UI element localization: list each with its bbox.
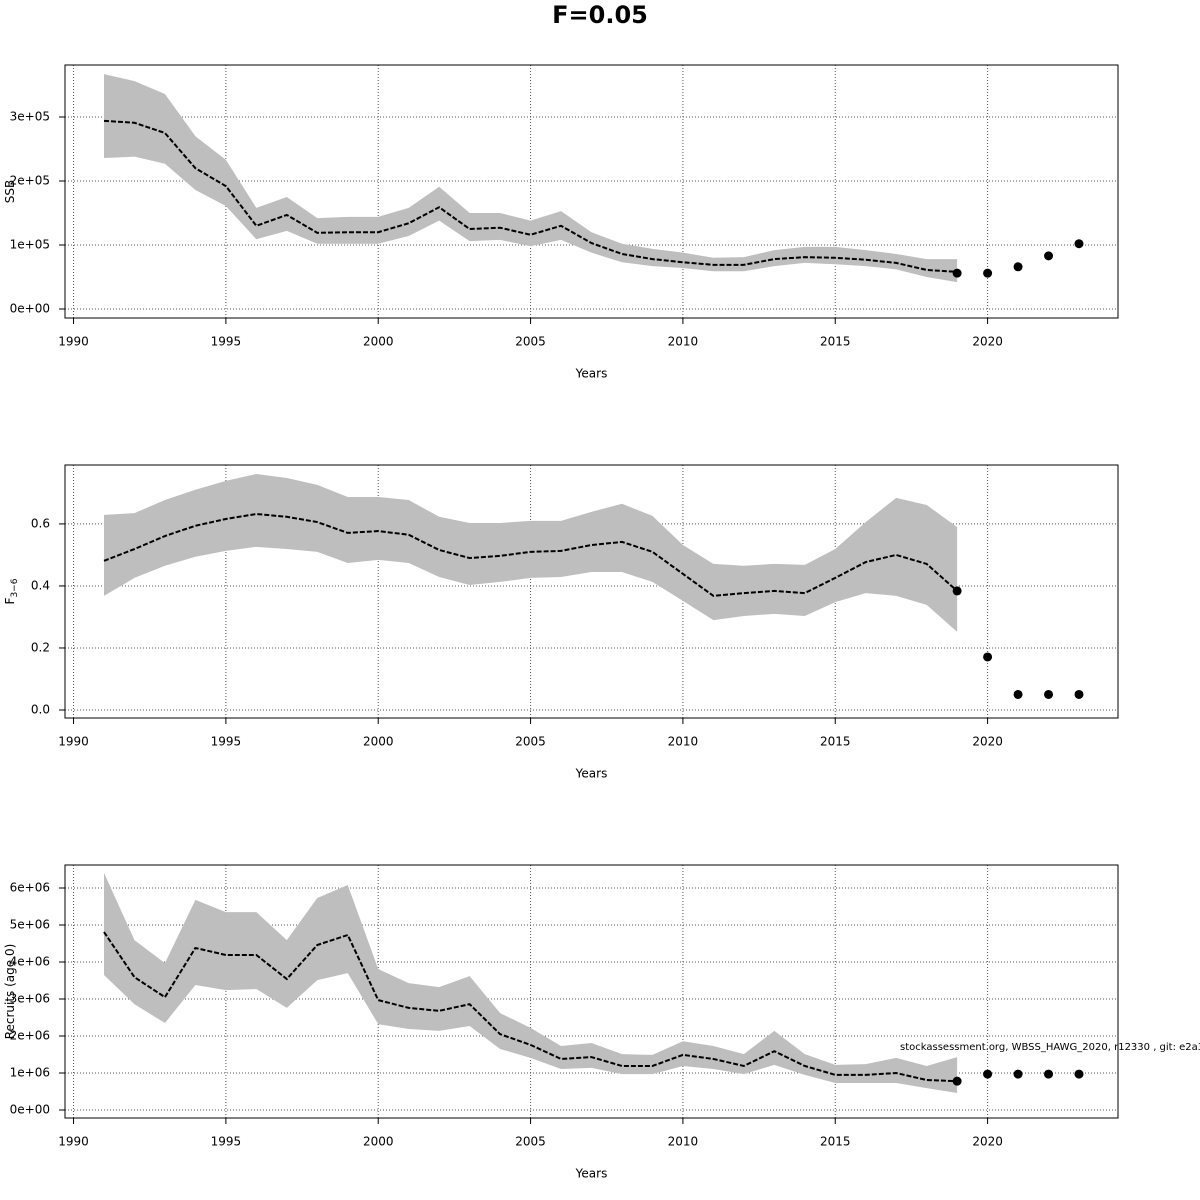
estimate-line	[103, 931, 958, 1083]
y-tick-label: 0.2	[31, 640, 50, 654]
x-tick-label: 2005	[515, 335, 546, 349]
projection-point	[1013, 262, 1023, 272]
footnote: stockassessment.org, WBSS_HAWG_2020, r12…	[900, 1042, 1200, 1053]
projection-point	[983, 652, 993, 662]
x-tick-label: 2010	[668, 735, 699, 749]
x-axis-label: Years	[575, 767, 608, 781]
figure-title: F=0.05	[552, 1, 648, 29]
y-axis-label: SSB	[3, 180, 17, 203]
x-axis-label: Years	[575, 1167, 608, 1181]
x-tick-label: 2020	[972, 1135, 1003, 1149]
x-axis-label: Years	[575, 367, 608, 381]
y-tick-label: 5e+06	[10, 918, 50, 932]
y-axis-label-main: SSB	[3, 180, 17, 203]
projection-point	[1074, 689, 1084, 699]
projection-point	[952, 1076, 962, 1086]
estimate-line	[103, 512, 958, 597]
y-tick-label: 0.0	[31, 702, 50, 716]
x-tick-label: 2015	[820, 735, 851, 749]
x-tick-label: 1995	[211, 735, 242, 749]
x-tick-label: 2020	[972, 735, 1003, 749]
projection-point	[952, 586, 962, 596]
y-tick-label: 2e+05	[10, 174, 50, 188]
estimate-line	[103, 119, 958, 273]
x-tick-label: 1990	[58, 1135, 89, 1149]
y-axis-label-main: F	[3, 597, 17, 604]
x-tick-label: 1990	[58, 735, 89, 749]
y-tick-label: 3e+05	[10, 110, 50, 124]
projection-point	[983, 1069, 993, 1079]
y-axis-label-main: Recruits (age 0)	[3, 944, 17, 1040]
plot-frame	[64, 864, 1119, 1119]
x-tick-label: 1995	[211, 335, 242, 349]
projection-point	[1044, 251, 1054, 261]
y-axis-label: F3−6	[3, 578, 20, 604]
confidence-band	[104, 74, 958, 283]
projection-point	[1074, 239, 1084, 249]
y-tick-label: 0e+00	[10, 302, 50, 316]
projection-point	[1044, 1069, 1054, 1079]
projection-point	[1044, 689, 1054, 699]
x-tick-label: 2000	[363, 335, 394, 349]
y-tick-label: 6e+06	[10, 881, 50, 895]
x-tick-label: 2010	[668, 335, 699, 349]
x-tick-label: 2010	[668, 1135, 699, 1149]
y-tick-label: 1e+06	[10, 1066, 50, 1080]
x-tick-label: 2000	[363, 1135, 394, 1149]
y-tick-label: 0e+00	[10, 1103, 50, 1117]
y-tick-label: 1e+05	[10, 238, 50, 252]
x-tick-label: 2015	[820, 1135, 851, 1149]
projection-point	[983, 268, 993, 278]
y-axis-label-subscript: 3−6	[10, 578, 20, 597]
plot-frame	[64, 464, 1119, 719]
plot-frame	[64, 64, 1119, 319]
x-tick-label: 2000	[363, 735, 394, 749]
confidence-band	[104, 473, 958, 632]
y-tick-label: 0.4	[31, 578, 50, 592]
projection-point	[1074, 1069, 1084, 1079]
projection-point	[1013, 1069, 1023, 1079]
y-axis-label: Recruits (age 0)	[3, 944, 17, 1040]
x-tick-label: 2015	[820, 335, 851, 349]
confidence-band	[104, 872, 958, 1093]
y-tick-label: 2e+06	[10, 1029, 50, 1043]
y-tick-label: 0.6	[31, 516, 50, 530]
x-tick-label: 2020	[972, 335, 1003, 349]
x-tick-label: 1990	[58, 335, 89, 349]
y-tick-label: 3e+06	[10, 992, 50, 1006]
projection-point	[1013, 689, 1023, 699]
x-tick-label: 2005	[515, 1135, 546, 1149]
x-tick-label: 2005	[515, 735, 546, 749]
x-tick-label: 1995	[211, 1135, 242, 1149]
y-tick-label: 4e+06	[10, 955, 50, 969]
projection-point	[952, 268, 962, 278]
